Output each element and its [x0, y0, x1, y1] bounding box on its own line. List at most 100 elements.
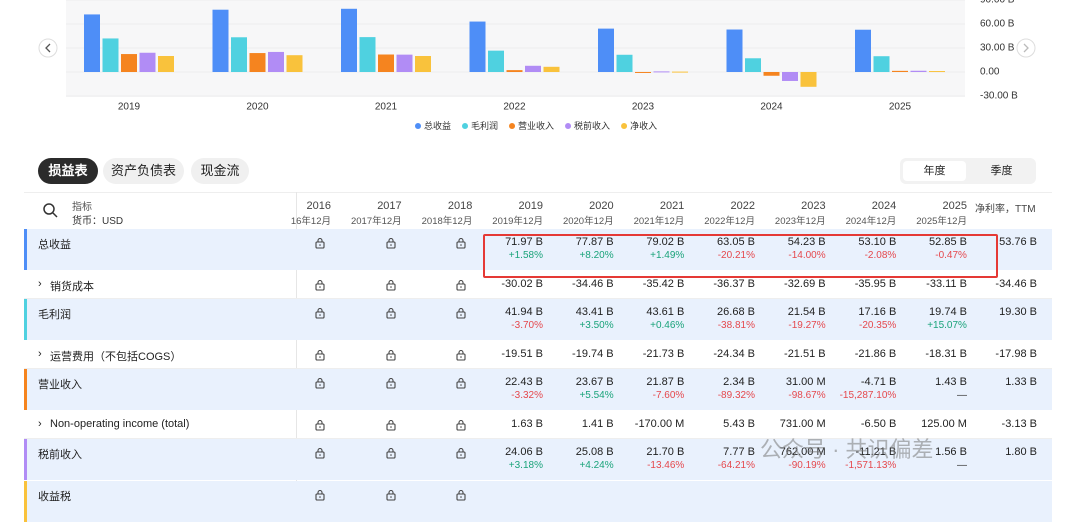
- tab[interactable]: 损益表: [38, 158, 98, 184]
- row-bg: [24, 439, 1052, 480]
- expand-arrow[interactable]: ›: [38, 348, 42, 360]
- cell-value: 22.43 B: [505, 376, 543, 388]
- y-tick-label: -30.00 B: [980, 91, 1018, 102]
- lock-icon[interactable]: [385, 419, 397, 431]
- period-option[interactable]: 年度: [903, 161, 966, 181]
- cell-value: 19.74 B: [929, 306, 967, 318]
- lock-icon[interactable]: [314, 279, 326, 291]
- lock-icon[interactable]: [455, 237, 467, 249]
- lock-icon[interactable]: [314, 377, 326, 389]
- next-button[interactable]: [1016, 38, 1036, 58]
- cell-change: -90.19%: [788, 460, 826, 471]
- cell-value: -21.86 B: [854, 348, 897, 360]
- cell-ttm: 1.33 B: [1005, 376, 1037, 388]
- cell-change: —: [956, 390, 967, 401]
- lock-icon[interactable]: [385, 279, 397, 291]
- watermark: 公众号 · 共识偏差: [760, 437, 934, 462]
- lock-icon[interactable]: [455, 419, 467, 431]
- cell-value: 1.63 B: [511, 418, 543, 430]
- cell-value: -34.46 B: [572, 278, 614, 290]
- lock-icon[interactable]: [385, 447, 397, 459]
- column-period: 2020年12月: [562, 216, 614, 227]
- column-year: 2018: [447, 200, 473, 212]
- cell-change: -14.00%: [788, 250, 826, 261]
- cell-change: -15,287.10%: [839, 390, 897, 401]
- cell-ttm: -3.13 B: [1001, 418, 1037, 430]
- period-option[interactable]: 季度: [990, 165, 1013, 177]
- cell-change: —: [956, 460, 967, 471]
- bar: [672, 71, 688, 73]
- prev-button[interactable]: [38, 38, 58, 58]
- lock-icon[interactable]: [314, 237, 326, 249]
- cell-value: -11.21 B: [855, 446, 897, 458]
- row-marker: [24, 299, 27, 340]
- cell-value: -30.02 B: [501, 278, 543, 290]
- cell-value: 762.00 M: [779, 446, 826, 458]
- lock-icon[interactable]: [385, 237, 397, 249]
- col-divider: [296, 192, 297, 495]
- y-tick-label: 90.00 B: [980, 0, 1015, 6]
- lock-icon[interactable]: [455, 279, 467, 291]
- cell-change: -20.35%: [859, 320, 897, 331]
- cell-change: -1,571.13%: [845, 460, 897, 471]
- legend-label: 总收益: [424, 120, 451, 131]
- x-tick-label: 2019: [118, 102, 141, 113]
- lock-icon[interactable]: [385, 377, 397, 389]
- cell-value: 79.02 B: [646, 236, 685, 248]
- expand-arrow[interactable]: ›: [38, 418, 42, 430]
- tab[interactable]: 现金流: [191, 158, 249, 184]
- cell-value: -32.69 B: [784, 278, 826, 290]
- lock-icon[interactable]: [455, 349, 467, 361]
- bar: [873, 56, 890, 72]
- cell-change: -19.27%: [788, 320, 826, 331]
- cell-change: +15.07%: [927, 320, 967, 331]
- x-tick-label: 2021: [375, 102, 398, 113]
- column-year: 2024: [871, 200, 897, 212]
- column-year: 2025: [942, 200, 967, 212]
- cell-value: 731.00 M: [779, 418, 826, 430]
- lock-icon[interactable]: [455, 447, 467, 459]
- row-border: [24, 438, 1052, 439]
- lock-icon[interactable]: [385, 489, 397, 501]
- row-marker: [24, 481, 27, 522]
- cell-change: +3.50%: [579, 320, 614, 331]
- lock-icon[interactable]: [455, 489, 467, 501]
- cell-change: +5.54%: [579, 390, 614, 401]
- lock-icon[interactable]: [314, 447, 326, 459]
- lock-icon[interactable]: [455, 307, 467, 319]
- cell-value: 63.05 B: [717, 236, 755, 248]
- lock-icon[interactable]: [385, 307, 397, 319]
- cell-value: 41.94 B: [505, 306, 543, 318]
- search-icon[interactable]: [42, 202, 60, 220]
- cell-value: 43.41 B: [575, 306, 614, 318]
- lock-icon[interactable]: [314, 307, 326, 319]
- tab[interactable]: 资产负债表: [103, 158, 184, 184]
- bar: [782, 72, 798, 81]
- legend-item: 营业收入: [509, 120, 554, 131]
- bar: [396, 54, 413, 72]
- cell-change: -20.21%: [717, 250, 755, 261]
- lock-icon[interactable]: [314, 489, 326, 501]
- bar: [84, 14, 100, 72]
- row-bg: [24, 369, 1052, 410]
- highlight-box: [483, 234, 998, 278]
- column-year: 2020: [589, 200, 614, 212]
- expand-arrow[interactable]: ›: [38, 278, 42, 290]
- lock-icon[interactable]: [455, 377, 467, 389]
- lock-icon[interactable]: [314, 349, 326, 361]
- cell-value: -18.31 B: [925, 348, 967, 360]
- bar: [929, 71, 945, 73]
- cell-value: -21.73 B: [642, 348, 685, 360]
- cell-value: -19.51 B: [501, 348, 543, 360]
- row-border: [24, 368, 1052, 369]
- bar: [616, 54, 633, 72]
- y-tick-label: 0.00: [980, 67, 1000, 78]
- cell-change: +1.49%: [650, 250, 685, 261]
- lock-icon[interactable]: [314, 419, 326, 431]
- cell-change: -2.08%: [864, 250, 897, 261]
- bar: [525, 65, 541, 72]
- bar: [855, 29, 871, 72]
- lock-icon[interactable]: [385, 349, 397, 361]
- cell-value: 21.87 B: [646, 376, 685, 388]
- column-period: 2023年12月: [774, 216, 826, 227]
